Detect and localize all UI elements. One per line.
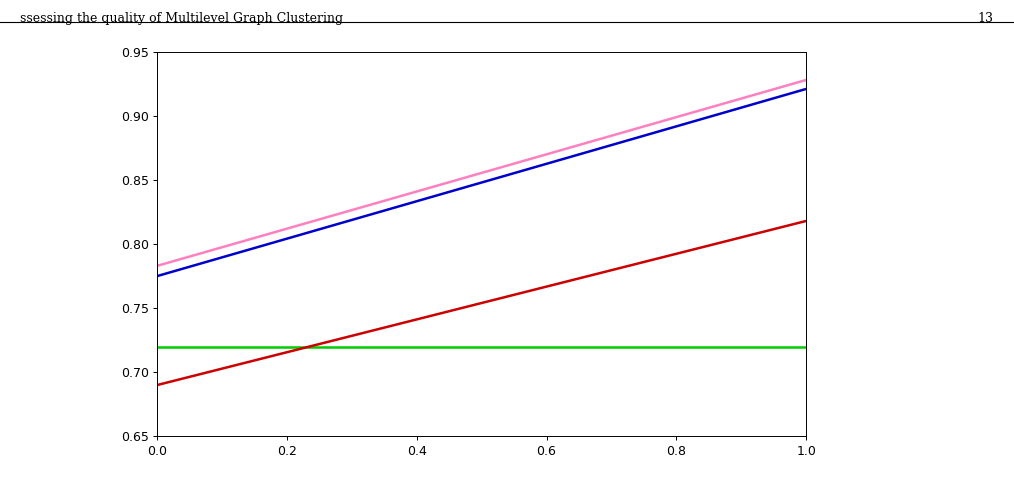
Text: 13: 13 [977, 12, 994, 25]
Text: ssessing the quality of Multilevel Graph Clustering: ssessing the quality of Multilevel Graph… [20, 12, 344, 25]
